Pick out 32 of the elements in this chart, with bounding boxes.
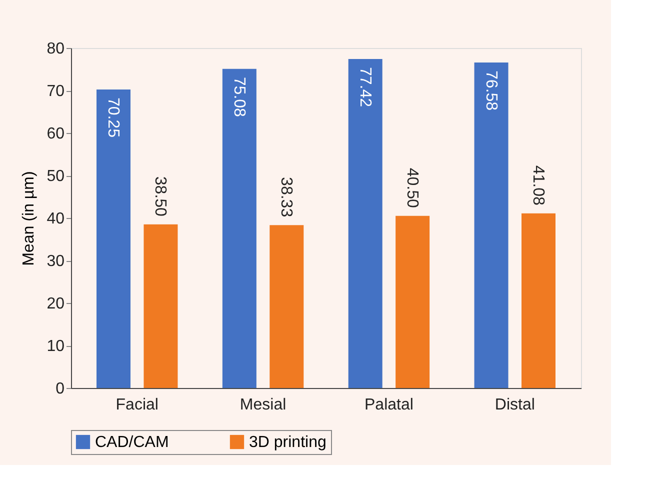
bar	[522, 213, 556, 388]
x-tick-label: Mesial	[240, 396, 286, 414]
bar	[144, 224, 178, 388]
bar	[222, 68, 256, 388]
bar	[270, 225, 304, 388]
bar	[348, 58, 382, 388]
y-tick-label: 20	[46, 296, 65, 312]
text: 40.50	[404, 168, 421, 208]
y-tick-label: 0	[56, 380, 65, 398]
y-axis-title: Mean (in µm)	[20, 171, 38, 266]
x-tick-label: Palatal	[364, 396, 414, 414]
y-tick-label: 70	[46, 83, 65, 100]
legend-label: 3D printing	[249, 434, 326, 451]
y-tick-label: 50	[46, 168, 65, 185]
bar	[396, 216, 430, 388]
y-tick-label: 40	[46, 210, 65, 228]
text: 76.58	[482, 70, 500, 111]
text: 38.50	[152, 176, 169, 216]
legend-label: CAD/CAM	[95, 434, 169, 451]
x-tick-label: Distal	[494, 396, 535, 414]
y-tick-label: 30	[46, 253, 65, 270]
y-tick-label: 80	[46, 40, 65, 58]
text: 77.42	[356, 66, 374, 108]
text: 70.25	[104, 97, 122, 138]
y-tick-label: 60	[46, 126, 65, 142]
bar	[96, 89, 130, 388]
bar	[474, 62, 508, 388]
text: 41.08	[530, 165, 546, 206]
text: 38.33	[278, 177, 295, 218]
y-tick-label: 10	[46, 338, 65, 355]
x-tick-label: Facial	[116, 396, 158, 414]
text: 75.08	[230, 76, 248, 117]
